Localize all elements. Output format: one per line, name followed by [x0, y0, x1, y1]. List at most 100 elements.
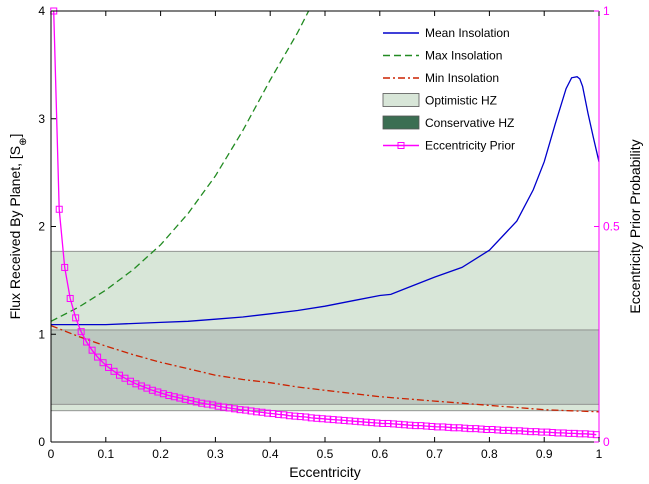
prior-point [532, 428, 540, 436]
prior-point [499, 426, 507, 434]
prior-point [483, 426, 491, 434]
y-tick-label: 0 [38, 435, 45, 449]
prior-point [548, 429, 556, 437]
prior-point [433, 423, 441, 431]
prior-point [428, 422, 436, 430]
x-tick-label: 0.3 [207, 447, 224, 461]
prior-point [450, 424, 458, 432]
legend-swatch [382, 115, 420, 130]
prior-point [220, 403, 228, 411]
band-conservative-hz [50, 329, 600, 405]
prior-point [94, 353, 102, 361]
prior-point [280, 411, 288, 419]
x-tick-label: 0.8 [481, 447, 498, 461]
prior-point [242, 406, 250, 414]
prior-point [66, 294, 74, 302]
prior-point [373, 419, 381, 427]
prior-point [351, 417, 359, 425]
y-axis-label-main: Flux Received By Planet, [S [7, 146, 23, 320]
prior-point [505, 426, 513, 434]
series-mean-insolation [51, 76, 600, 326]
prior-point [198, 399, 206, 407]
x-tick-label: 0.7 [426, 447, 443, 461]
x-axis-label: Eccentricity [289, 464, 361, 480]
prior-point [88, 346, 96, 354]
prior-point [181, 395, 189, 403]
series-layer [50, 7, 600, 439]
prior-point [231, 405, 239, 413]
prior-point [132, 380, 140, 388]
prior-point [137, 382, 145, 390]
prior-point [291, 412, 299, 420]
prior-point [77, 328, 85, 336]
prior-point [143, 384, 151, 392]
y2-axis-label: Eccentricity Prior Probability [627, 139, 643, 313]
legend-item-conservative-hz: Conservative HZ [382, 115, 514, 130]
legend-item-min-insolation: Min Insolation [383, 71, 499, 85]
prior-point [99, 359, 107, 367]
x-tick-label: 1 [596, 447, 603, 461]
y-tick-label: 2 [38, 220, 45, 234]
prior-point [444, 423, 452, 431]
legend: Mean Insolation Max Insolation Min Insolat… [382, 26, 515, 153]
prior-point [581, 430, 589, 438]
habitable-zone-bands [50, 250, 600, 412]
prior-point [390, 420, 397, 428]
prior-point [516, 427, 524, 435]
legend-marker [397, 142, 405, 149]
prior-point [253, 408, 260, 416]
prior-point [570, 429, 578, 437]
prior-point [357, 418, 365, 426]
x-tick-label: 0.4 [262, 447, 279, 461]
y2-tick-label: 0.5 [603, 220, 620, 234]
y-axis-label-close: ] [7, 134, 23, 138]
legend-label: Min Insolation [425, 71, 499, 85]
y-axis-label: Flux Received By Planet, [S⊕] [7, 134, 29, 320]
prior-point [510, 427, 518, 435]
prior-point [422, 422, 430, 430]
x-tick-label: 0.5 [317, 447, 334, 461]
prior-point [61, 263, 69, 271]
prior-point [346, 417, 354, 425]
legend-label: Mean Insolation [425, 26, 510, 40]
prior-point [203, 400, 211, 408]
legend-label: Conservative HZ [425, 116, 514, 130]
legend-label: Optimistic HZ [425, 94, 497, 108]
legend-label: Eccentricity Prior [425, 139, 515, 153]
prior-point [527, 428, 534, 436]
x-tick-label: 0.9 [536, 447, 553, 461]
legend-swatch [382, 93, 420, 107]
prior-point [488, 426, 496, 434]
prior-point [362, 418, 370, 426]
legend-item-optimistic-hz: Optimistic HZ [382, 93, 497, 108]
prior-point [318, 415, 326, 423]
prior-point [110, 367, 118, 375]
legend-item-eccentricity-prior: Eccentricity Prior [383, 139, 515, 153]
prior-point [461, 424, 469, 432]
prior-point [406, 421, 414, 429]
prior-point [148, 386, 156, 394]
x-tick-label: 0.2 [152, 447, 169, 461]
prior-point [472, 425, 480, 433]
y-tick-label: 1 [38, 327, 45, 341]
prior-point [170, 393, 178, 401]
prior-point [165, 391, 173, 399]
y-tick-label: 4 [38, 4, 45, 18]
prior-point [340, 416, 348, 424]
prior-point [72, 314, 80, 322]
prior-point [159, 390, 167, 398]
prior-point [554, 429, 562, 437]
prior-point [307, 414, 315, 422]
prior-point [587, 430, 595, 438]
series-min-insolation [50, 324, 600, 413]
legend-item-max-insolation: Max Insolation [383, 49, 502, 63]
axes [50, 10, 600, 443]
prior-point [83, 338, 91, 346]
y-axis-label-subscript: ⊕ [18, 137, 29, 145]
prior-point [395, 420, 403, 428]
prior-point [263, 409, 271, 417]
legend-label: Max Insolation [425, 49, 502, 63]
prior-point [55, 205, 63, 213]
